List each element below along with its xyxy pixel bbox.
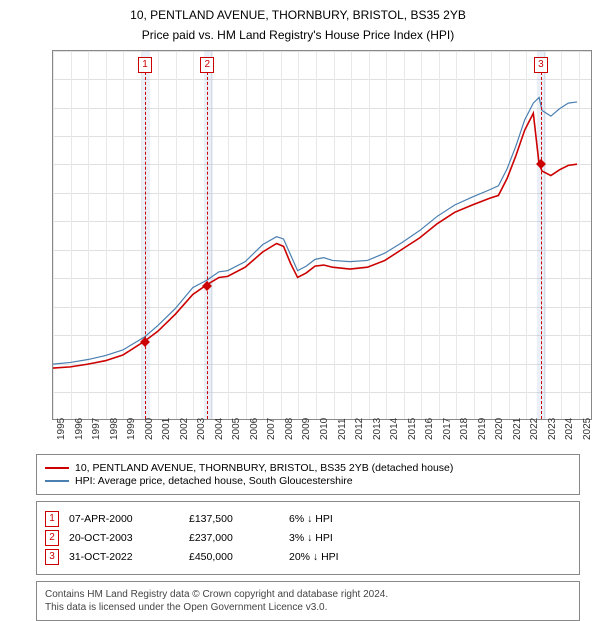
series-hpi: [53, 97, 577, 364]
x-tick-label: 2025: [582, 417, 593, 439]
x-tick-label: 2005: [231, 417, 242, 439]
x-tick-label: 2020: [494, 417, 505, 439]
sales-row: 1 07-APR-2000 £137,500 6% ↓ HPI: [45, 511, 571, 527]
x-tick-label: 1996: [74, 417, 85, 439]
sales-pct: 6% ↓ HPI: [289, 513, 409, 525]
x-tick-label: 2009: [301, 417, 312, 439]
x-tick-label: 2011: [337, 418, 348, 440]
chart-container: 10, PENTLAND AVENUE, THORNBURY, BRISTOL,…: [0, 0, 600, 590]
sales-row: 2 20-OCT-2003 £237,000 3% ↓ HPI: [45, 530, 571, 546]
sales-pct: 20% ↓ HPI: [289, 551, 409, 563]
x-tick-label: 2008: [284, 417, 295, 439]
legend-row: HPI: Average price, detached house, Sout…: [45, 475, 571, 487]
x-tick-label: 2021: [512, 417, 523, 439]
legend: 10, PENTLAND AVENUE, THORNBURY, BRISTOL,…: [36, 454, 580, 495]
x-tick-label: 2001: [161, 417, 172, 439]
legend-swatch: [45, 480, 69, 482]
x-tick-label: 1995: [56, 417, 67, 439]
x-tick-label: 2015: [407, 417, 418, 439]
x-tick-label: 2012: [354, 417, 365, 439]
x-tick-label: 2000: [144, 417, 155, 439]
sales-row: 3 31-OCT-2022 £450,000 20% ↓ HPI: [45, 549, 571, 565]
x-tick-label: 2024: [564, 417, 575, 439]
sales-marker: 1: [45, 511, 59, 527]
x-tick-label: 2013: [372, 417, 383, 439]
marker-box: 3: [534, 57, 548, 73]
x-tick-label: 2007: [266, 417, 277, 439]
x-tick-label: 2003: [196, 417, 207, 439]
plot-area: 1 2 3: [52, 50, 592, 420]
legend-row: 10, PENTLAND AVENUE, THORNBURY, BRISTOL,…: [45, 462, 571, 474]
sales-marker: 2: [45, 530, 59, 546]
x-tick-label: 2010: [319, 417, 330, 439]
x-tick-label: 2023: [547, 417, 558, 439]
x-tick-label: 1999: [126, 417, 137, 439]
sales-date: 07-APR-2000: [69, 513, 179, 525]
marker-box: 2: [200, 57, 214, 73]
sales-price: £237,000: [189, 532, 279, 544]
x-tick-label: 1998: [109, 417, 120, 439]
chart-title: 10, PENTLAND AVENUE, THORNBURY, BRISTOL,…: [8, 8, 588, 24]
series-property: [53, 113, 577, 368]
x-tick-label: 2004: [214, 417, 225, 439]
sales-pct: 3% ↓ HPI: [289, 532, 409, 544]
x-tick-label: 2017: [442, 417, 453, 439]
legend-swatch: [45, 467, 69, 469]
sales-marker: 3: [45, 549, 59, 565]
x-tick-label: 2018: [459, 417, 470, 439]
marker-box: 1: [138, 57, 152, 73]
chart-subtitle: Price paid vs. HM Land Registry's House …: [8, 28, 588, 42]
sales-price: £137,500: [189, 513, 279, 525]
footnote: Contains HM Land Registry data © Crown c…: [36, 581, 580, 621]
x-tick-label: 2019: [477, 417, 488, 439]
x-tick-label: 1997: [91, 417, 102, 439]
x-tick-label: 2016: [424, 417, 435, 439]
legend-label: 10, PENTLAND AVENUE, THORNBURY, BRISTOL,…: [75, 462, 453, 474]
legend-label: HPI: Average price, detached house, Sout…: [75, 475, 353, 487]
sales-price: £450,000: [189, 551, 279, 563]
x-tick-label: 2014: [389, 417, 400, 439]
sales-date: 31-OCT-2022: [69, 551, 179, 563]
x-tick-label: 2006: [249, 417, 260, 439]
x-tick-label: 2022: [529, 417, 540, 439]
x-tick-label: 2002: [179, 417, 190, 439]
sales-table: 1 07-APR-2000 £137,500 6% ↓ HPI 2 20-OCT-2003…: [36, 501, 580, 575]
sales-date: 20-OCT-2003: [69, 532, 179, 544]
footnote-line: This data is licensed under the Open Gov…: [45, 601, 571, 614]
